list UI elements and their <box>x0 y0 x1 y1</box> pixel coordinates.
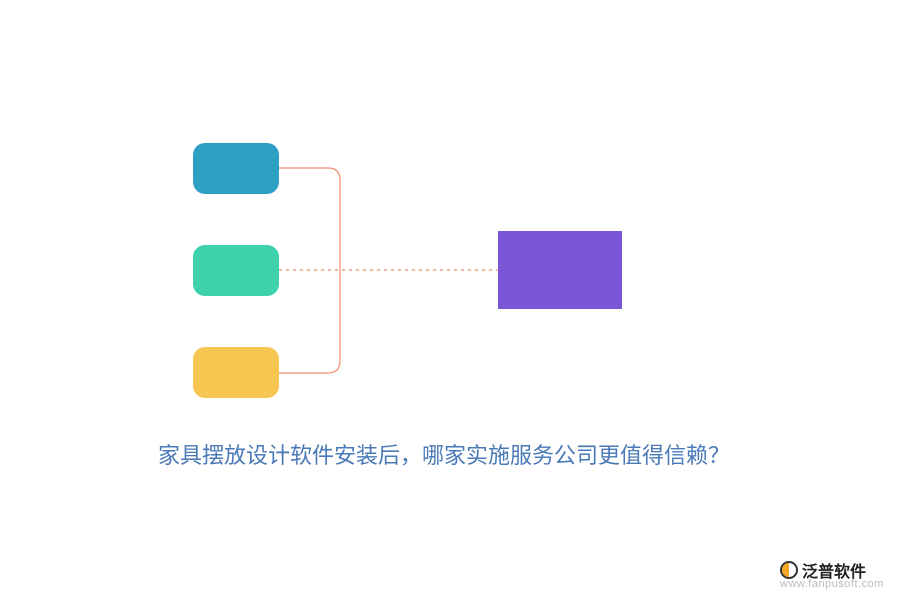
connector-lines <box>0 0 900 600</box>
node-left-top <box>193 143 279 194</box>
caption-text: 家具摆放设计软件安装后，哪家实施服务公司更值得信赖？ <box>158 438 730 470</box>
node-left-bot <box>193 347 279 398</box>
brand-icon <box>780 561 798 579</box>
node-right-main <box>498 231 622 309</box>
diagram-stage: 家具摆放设计软件安装后，哪家实施服务公司更值得信赖？ 泛普软件 www.fanp… <box>0 0 900 600</box>
brand-url: www.fanpusoft.com <box>780 578 884 590</box>
node-left-mid <box>193 245 279 296</box>
